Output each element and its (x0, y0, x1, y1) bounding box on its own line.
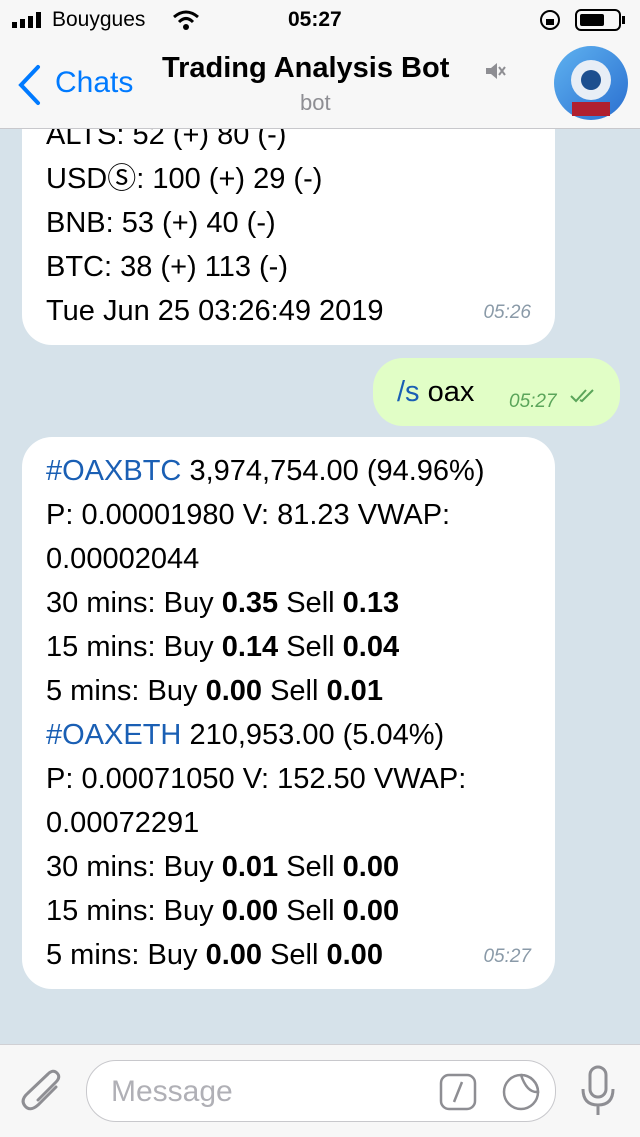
buy-value: 0.00 (205, 675, 263, 707)
message-time: 05:26 (483, 302, 531, 323)
buy-value: 0.00 (205, 939, 263, 971)
back-icon[interactable] (16, 64, 42, 106)
message-line: USDⓈ: 100 (+) 29 (-) (46, 163, 323, 195)
period-line: 30 mins: Buy 0.35 Sell 0.13 (46, 581, 535, 625)
period-name: 30 mins: Buy (46, 587, 214, 619)
mute-icon (486, 63, 506, 79)
carrier: Bouygues (52, 8, 146, 31)
sell-value: 0.04 (342, 631, 400, 663)
message-line: BNB: 53 (+) 40 (-) (46, 207, 276, 239)
message-line: ALTS: 52 (+) 80 (-) (46, 129, 287, 151)
outgoing-message: /s oax 05:27 (373, 358, 620, 426)
chat-title[interactable]: Trading Analysis Bot (162, 52, 450, 84)
pair-summary: 3,974,754.00 (94.96%) (189, 455, 485, 487)
placeholder: Message (111, 1075, 233, 1108)
sell-label: Sell (286, 631, 335, 663)
attach-button[interactable] (20, 1067, 66, 1115)
sell-value: 0.00 (342, 895, 400, 927)
period-name: 15 mins: Buy (46, 895, 214, 927)
wifi-icon (173, 10, 199, 30)
period-line: 15 mins: Buy 0.14 Sell 0.04 (46, 625, 535, 669)
incoming-message: ALTS: 52 (+) 80 (-) USDⓈ: 100 (+) 29 (-)… (22, 129, 555, 345)
sell-label: Sell (270, 939, 319, 971)
message-field[interactable]: Message (86, 1060, 556, 1122)
period-name: 5 mins: Buy (46, 675, 198, 707)
pair-block: #OAXETH 210,953.00 (5.04%) P: 0.00071050… (46, 713, 535, 977)
sell-label: Sell (286, 895, 335, 927)
hashtag[interactable]: #OAXBTC (46, 455, 182, 487)
status-bar: Bouygues 05:27 (0, 0, 640, 40)
sell-value: 0.13 (342, 587, 400, 619)
avatar[interactable] (554, 46, 628, 120)
buy-value: 0.00 (221, 895, 279, 927)
back-button[interactable]: Chats (55, 66, 134, 99)
chat-subtitle: bot (300, 90, 331, 115)
pair-block: #OAXBTC 3,974,754.00 (94.96%) P: 0.00001… (46, 449, 535, 713)
message-line: BTC: 38 (+) 113 (-) (46, 251, 288, 283)
sell-label: Sell (286, 587, 335, 619)
period-line: 15 mins: Buy 0.00 Sell 0.00 (46, 889, 535, 933)
message-line: Tue Jun 25 03:26:49 2019 (46, 295, 384, 327)
voice-button[interactable] (580, 1065, 616, 1119)
sell-value: 0.00 (342, 851, 400, 883)
message-list: ALTS: 52 (+) 80 (-) USDⓈ: 100 (+) 29 (-)… (0, 129, 640, 1044)
period-line: 30 mins: Buy 0.01 Sell 0.00 (46, 845, 535, 889)
sell-label: Sell (286, 851, 335, 883)
pair-stats: P: 0.00001980 V: 81.23 VWAP: 0.00002044 (46, 499, 451, 575)
command-argument: oax (427, 376, 475, 408)
period-name: 30 mins: Buy (46, 851, 214, 883)
period-line: 5 mins: Buy 0.00 Sell 0.01 (46, 669, 535, 713)
input-bar: Message (0, 1044, 640, 1137)
pair-stats: P: 0.00071050 V: 152.50 VWAP: 0.00072291 (46, 763, 467, 839)
buy-value: 0.01 (221, 851, 279, 883)
hashtag[interactable]: #OAXETH (46, 719, 182, 751)
sell-value: 0.00 (326, 939, 383, 971)
message-time: 05:27 (509, 391, 557, 412)
period-name: 15 mins: Buy (46, 631, 214, 663)
buy-value: 0.14 (221, 631, 279, 663)
sell-value: 0.01 (326, 675, 383, 707)
period-line: 5 mins: Buy 0.00 Sell 0.00 (46, 933, 535, 977)
period-name: 5 mins: Buy (46, 939, 198, 971)
sell-label: Sell (270, 675, 319, 707)
signal-icon (12, 12, 41, 28)
message-time: 05:27 (483, 946, 531, 967)
status-icons (540, 9, 625, 31)
buy-value: 0.35 (221, 587, 279, 619)
nav-bar: Chats Trading Analysis Bot bot (0, 40, 640, 129)
clock: 05:27 (288, 8, 342, 31)
field-icons[interactable] (439, 1073, 543, 1111)
pair-summary: 210,953.00 (5.04%) (189, 719, 445, 751)
incoming-message: #OAXBTC 3,974,754.00 (94.96%) P: 0.00001… (22, 437, 555, 989)
read-checks (570, 389, 594, 403)
command[interactable]: /s (397, 376, 420, 408)
